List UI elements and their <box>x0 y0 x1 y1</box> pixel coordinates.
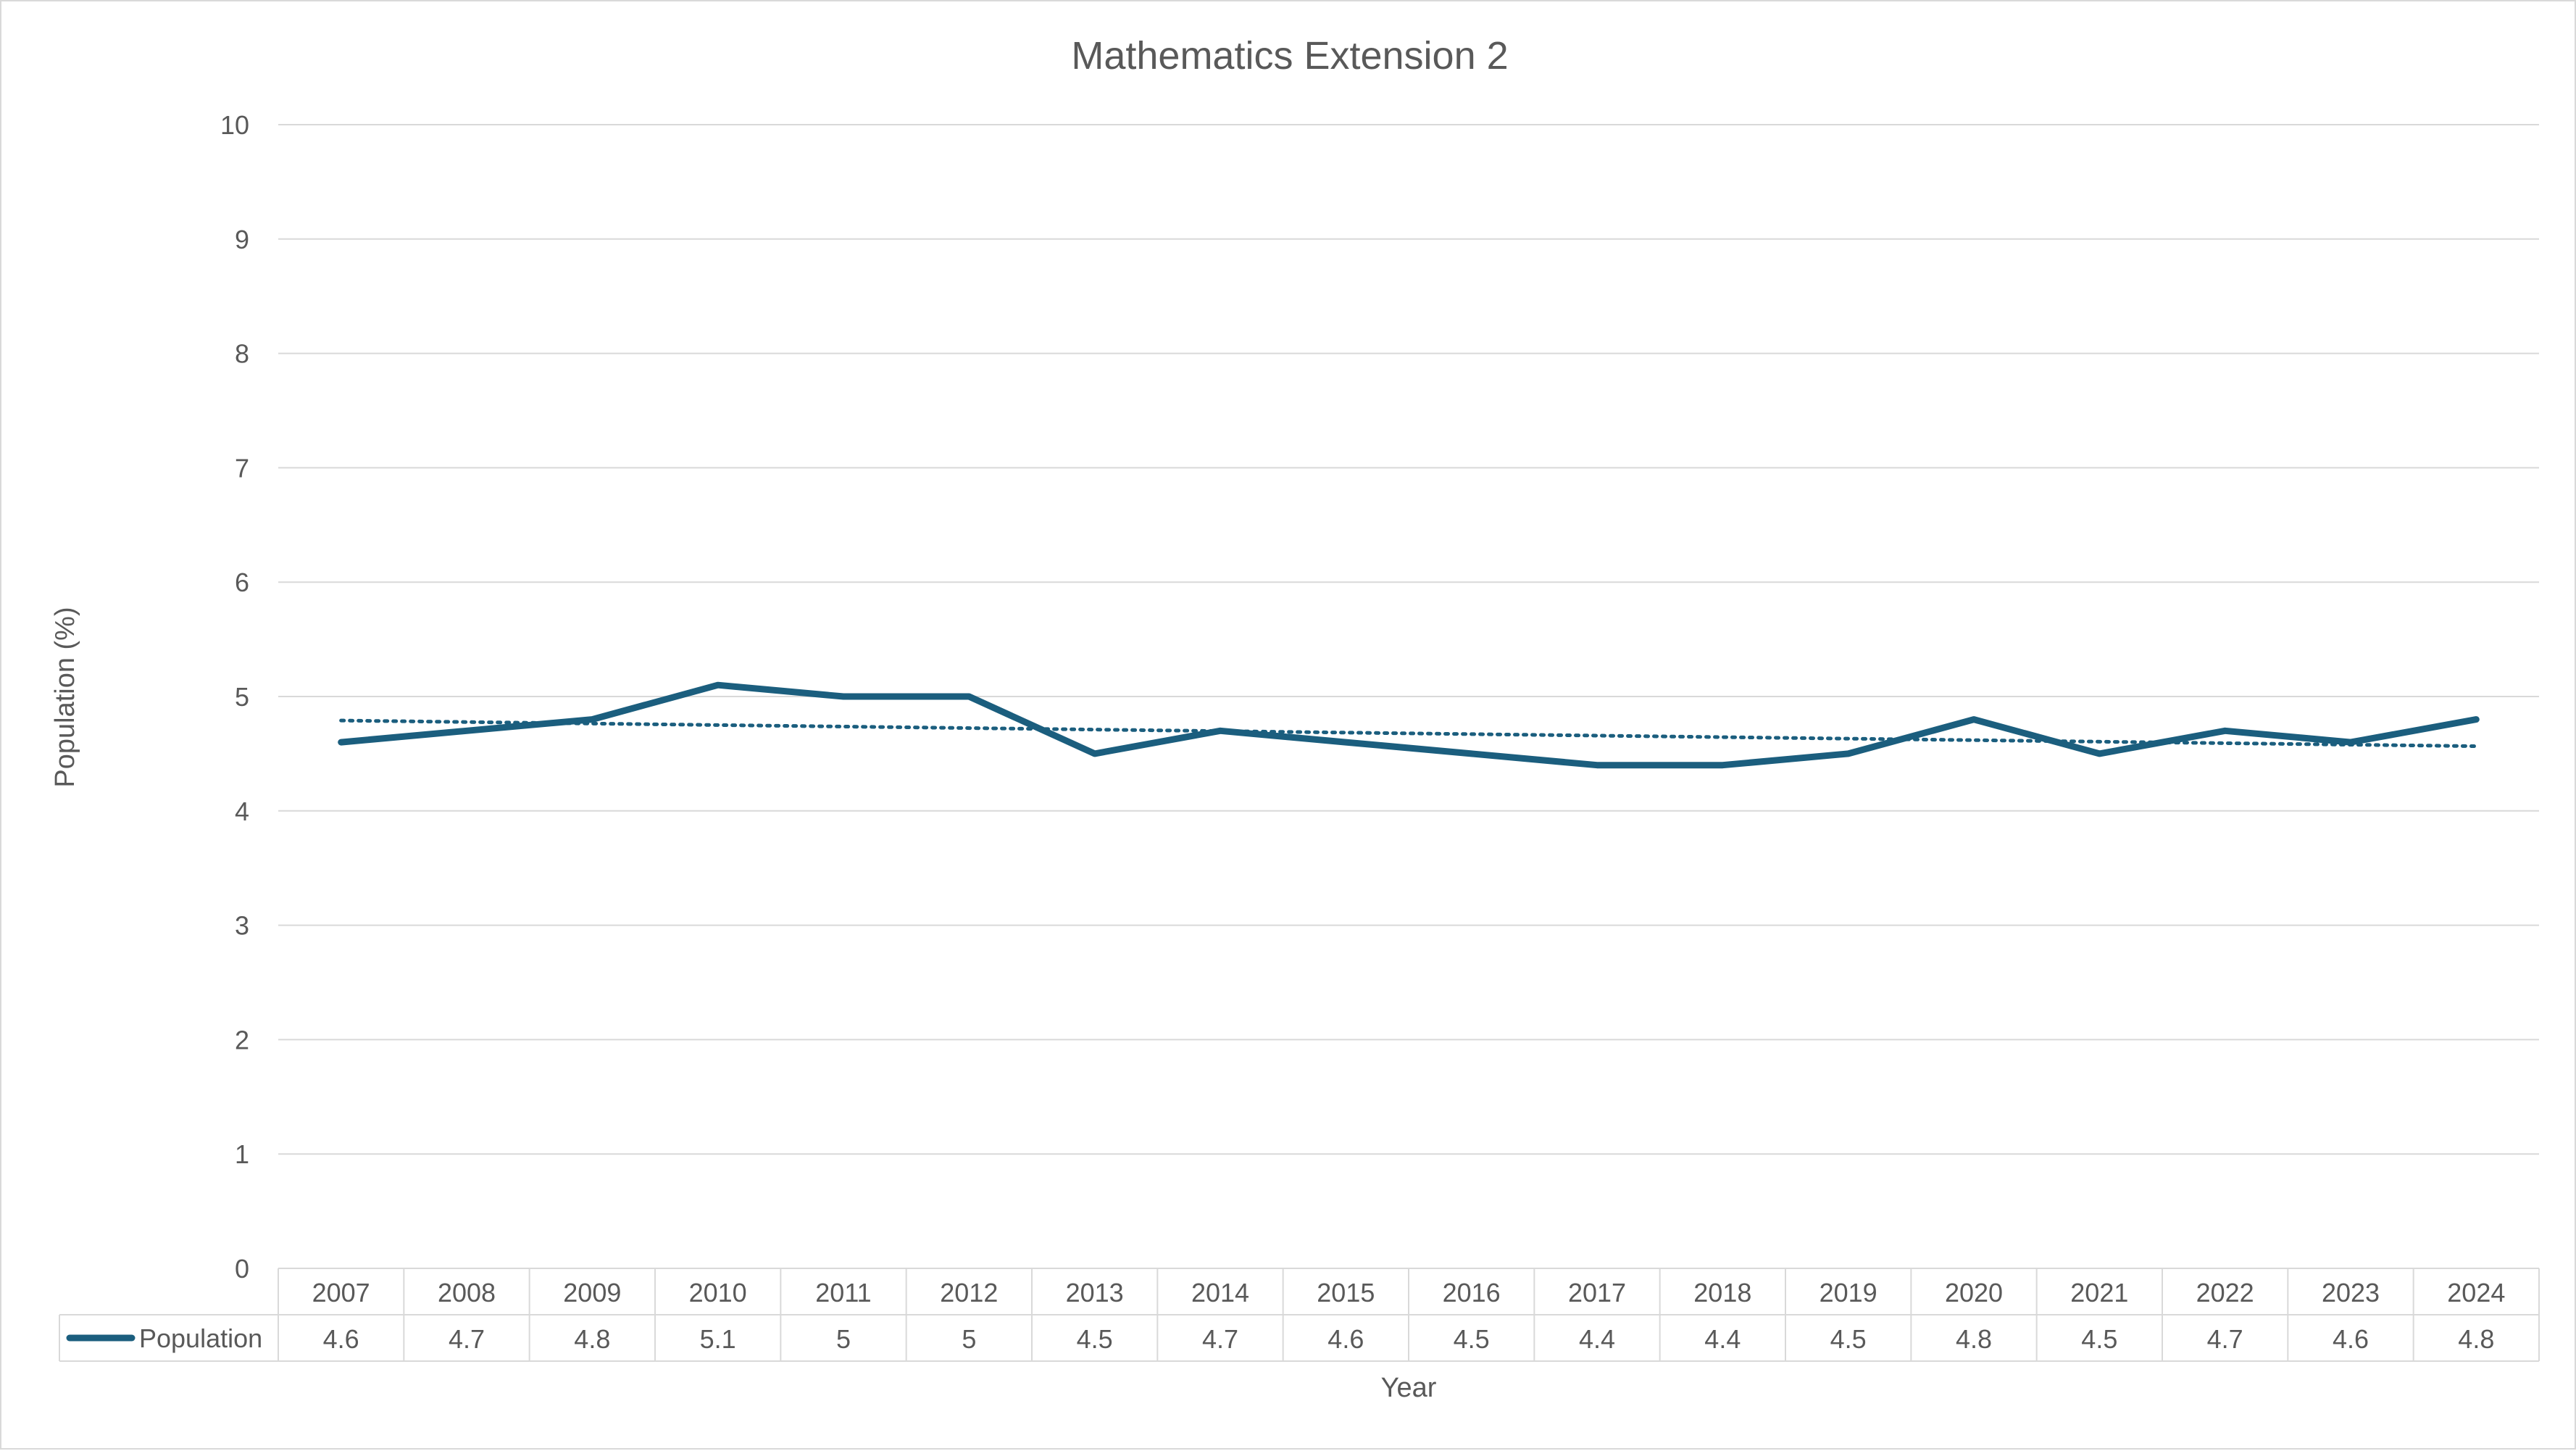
data-label: 5 <box>836 1324 851 1354</box>
data-table: 2007 2008 2009 2010 2011 2012 2013 2014 2015 2016… <box>59 1268 2540 1362</box>
x-tick-label: 2008 <box>438 1278 496 1307</box>
data-label: 4.6 <box>1327 1324 1364 1354</box>
x-tick-label: 2012 <box>940 1278 998 1307</box>
x-tick-label: 2023 <box>2322 1278 2380 1307</box>
y-tick-label: 2 <box>235 1025 249 1055</box>
x-tick-label: 2016 <box>1443 1278 1501 1307</box>
trendline <box>339 718 2478 749</box>
data-label: 4.4 <box>1704 1324 1741 1354</box>
y-tick-label: 1 <box>235 1139 249 1169</box>
data-label: 4.6 <box>2333 1324 2369 1354</box>
x-axis-label: Year <box>1381 1373 1437 1403</box>
data-label: 4.8 <box>2458 1324 2494 1354</box>
data-label: 4.4 <box>1579 1324 1615 1354</box>
y-tick-label: 10 <box>220 110 249 140</box>
x-tick-label: 2011 <box>815 1278 871 1307</box>
series-line-population <box>338 681 2480 769</box>
gridlines <box>278 124 2539 1155</box>
y-axis-label: Population (%) <box>50 607 80 787</box>
data-label: 4.7 <box>2207 1324 2243 1354</box>
data-label: 4.6 <box>323 1324 359 1354</box>
y-tick-label: 6 <box>235 567 249 597</box>
y-tick-label: 4 <box>235 797 249 826</box>
x-tick-label: 2010 <box>689 1278 747 1307</box>
y-tick-label: 7 <box>235 453 249 483</box>
data-label: 4.7 <box>1202 1324 1238 1354</box>
y-axis-ticks: 0 1 2 3 4 5 6 7 8 9 10 <box>220 110 249 1284</box>
x-tick-label: 2020 <box>1945 1278 2003 1307</box>
chart-title: Mathematics Extension 2 <box>1071 34 1508 78</box>
data-label: 4.5 <box>2081 1324 2117 1354</box>
x-tick-label: 2015 <box>1317 1278 1375 1307</box>
x-tick-label: 2007 <box>312 1278 370 1307</box>
data-label: 4.5 <box>1454 1324 1490 1354</box>
x-tick-label: 2021 <box>2070 1278 2128 1307</box>
y-tick-label: 3 <box>235 911 249 941</box>
data-label: 5.1 <box>700 1324 736 1354</box>
x-tick-label: 2013 <box>1066 1278 1124 1307</box>
series-lines <box>338 681 2480 769</box>
x-tick-label: 2018 <box>1693 1278 1751 1307</box>
x-tick-label: 2024 <box>2447 1278 2505 1307</box>
data-label: 4.5 <box>1830 1324 1867 1354</box>
x-tick-label: 2019 <box>1820 1278 1877 1307</box>
y-tick-label: 9 <box>235 225 249 254</box>
data-label: 4.7 <box>449 1324 485 1354</box>
data-label: 4.8 <box>574 1324 610 1354</box>
x-tick-label: 2017 <box>1568 1278 1626 1307</box>
y-tick-label: 0 <box>235 1254 249 1284</box>
data-label: 4.5 <box>1077 1324 1113 1354</box>
y-tick-label: 8 <box>235 339 249 369</box>
x-tick-label: 2014 <box>1191 1278 1249 1307</box>
series-trendline <box>339 718 2478 749</box>
y-tick-label: 5 <box>235 682 249 712</box>
legend-label-population: Population <box>139 1323 262 1353</box>
data-label: 5 <box>962 1324 976 1354</box>
x-tick-label: 2009 <box>563 1278 621 1307</box>
data-label: 4.8 <box>1956 1324 1992 1354</box>
x-tick-label: 2022 <box>2196 1278 2254 1307</box>
